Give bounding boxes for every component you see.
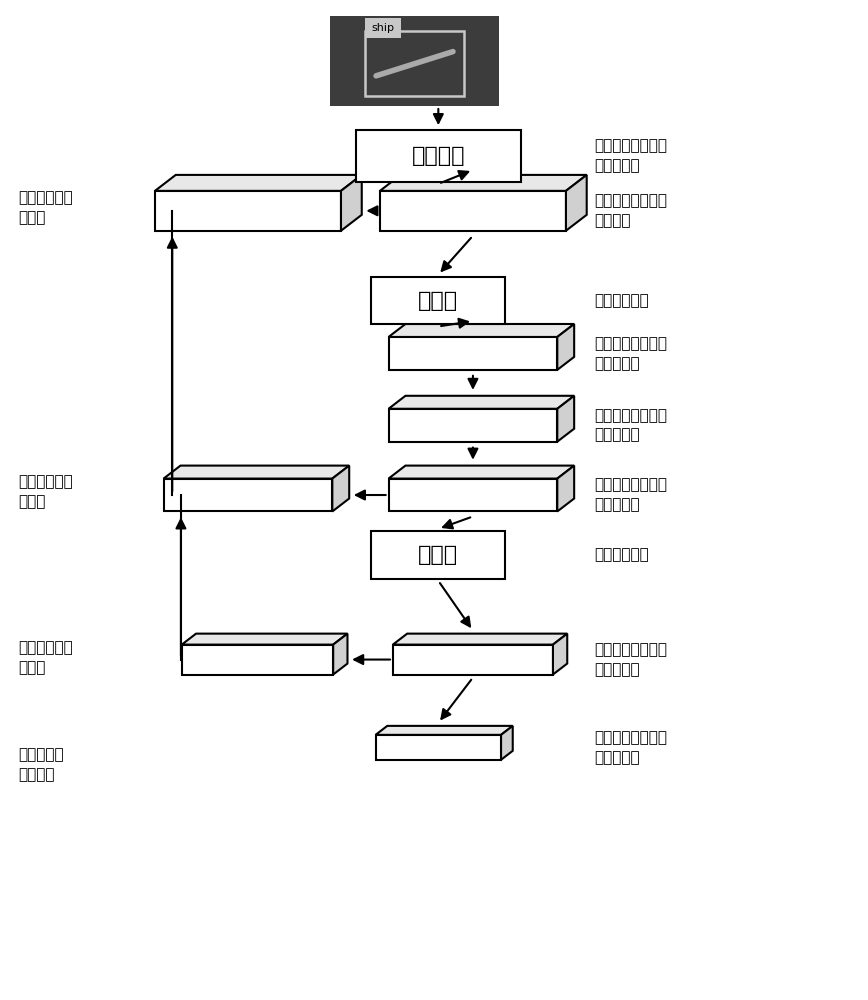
FancyArrowPatch shape (376, 52, 453, 76)
Polygon shape (553, 634, 568, 675)
Text: 前九个卷积层和前
三个池化层: 前九个卷积层和前 三个池化层 (594, 139, 667, 173)
Bar (155, 191, 341, 231)
Bar (365, 18, 401, 38)
Polygon shape (341, 175, 362, 231)
Text: 第十一个卷积层输
出的特征图: 第十一个卷积层输 出的特征图 (594, 336, 667, 371)
Text: 第四个检测
层的输入: 第四个检测 层的输入 (19, 747, 64, 782)
Text: 第十二个卷积层输
出的特征图: 第十二个卷积层输 出的特征图 (594, 408, 667, 443)
Polygon shape (557, 324, 574, 370)
Text: 第五个池化层: 第五个池化层 (594, 547, 648, 562)
Text: 第十三个卷积层输
出的特征图: 第十三个卷积层输 出的特征图 (594, 478, 667, 512)
Polygon shape (333, 634, 347, 675)
Text: 第二个检测层
的输入: 第二个检测层 的输入 (19, 475, 74, 509)
Polygon shape (181, 634, 347, 645)
Bar (376, 735, 501, 760)
Text: 第三个检测层
的输入: 第三个检测层 的输入 (19, 640, 74, 675)
Text: 卷积网络: 卷积网络 (411, 146, 465, 166)
Polygon shape (332, 466, 349, 511)
Bar (365, 31, 464, 96)
Polygon shape (389, 396, 574, 409)
Bar (181, 645, 333, 675)
Bar (330, 16, 499, 106)
Polygon shape (376, 726, 513, 735)
Polygon shape (566, 175, 587, 231)
Bar (389, 479, 557, 511)
Text: ship: ship (372, 23, 394, 33)
Polygon shape (380, 175, 587, 191)
Bar (356, 130, 521, 182)
Polygon shape (164, 466, 349, 479)
Bar (372, 277, 505, 324)
Text: 第四个池化层: 第四个池化层 (594, 293, 648, 308)
Polygon shape (557, 396, 574, 442)
Polygon shape (501, 726, 513, 760)
Polygon shape (155, 175, 362, 191)
Polygon shape (389, 324, 574, 337)
Text: 第十四个卷积层输
出的特征图: 第十四个卷积层输 出的特征图 (594, 642, 667, 677)
Polygon shape (557, 466, 574, 511)
Bar (164, 479, 332, 511)
Polygon shape (389, 466, 574, 479)
Text: 池化层: 池化层 (418, 291, 458, 311)
Bar (380, 191, 566, 231)
Bar (389, 409, 557, 442)
Text: 第一个检测层
的输入: 第一个检测层 的输入 (19, 190, 74, 225)
Bar (393, 645, 553, 675)
Text: 第十五个卷积层输
出的特征图: 第十五个卷积层输 出的特征图 (594, 730, 667, 765)
Bar (372, 531, 505, 579)
Text: 池化层: 池化层 (418, 545, 458, 565)
Polygon shape (393, 634, 568, 645)
Text: 第十个卷积层输出
的特征图: 第十个卷积层输出 的特征图 (594, 193, 667, 228)
Bar (389, 337, 557, 370)
